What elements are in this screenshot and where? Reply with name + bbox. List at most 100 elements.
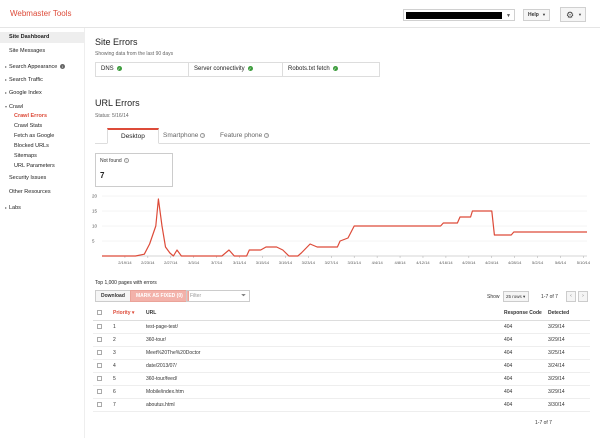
help-icon[interactable]: ? <box>200 132 206 138</box>
response-code-cell: 404 <box>504 346 548 360</box>
triangle-right-icon: ▸ <box>5 64 8 69</box>
y-tick-label: 5 <box>92 239 95 244</box>
table-row[interactable]: 1 test-page-test/404 3/29/14 <box>93 320 590 334</box>
row-checkbox-cell <box>93 398 113 412</box>
detected-header[interactable]: Detected <box>548 307 590 321</box>
sidebar-item-label: Crawl <box>9 104 24 110</box>
detected-cell: 3/24/14 <box>548 359 590 373</box>
not-found-text: Not found <box>100 158 122 164</box>
row-checkbox[interactable] <box>97 323 102 329</box>
row-checkbox-cell <box>93 320 113 334</box>
url-cell[interactable]: Meet%20The%20Doctor <box>146 346 504 360</box>
row-checkbox[interactable] <box>97 401 102 407</box>
url-errors-title: URL Errors <box>95 98 140 108</box>
status-robots-fetch[interactable]: Robots.txt fetch ✓ <box>283 63 379 76</box>
download-button[interactable]: Download <box>95 290 131 302</box>
sidebar-item-label: Other Resources <box>9 189 51 195</box>
x-tick-label: 3/7/14 <box>211 260 223 265</box>
sidebar-item-label: Site Messages <box>9 48 46 54</box>
row-checkbox[interactable] <box>97 362 102 368</box>
sidebar-item-security-issues[interactable]: Security Issues <box>0 174 84 183</box>
response-code-cell: 404 <box>504 359 548 373</box>
url-header[interactable]: URL <box>146 307 504 321</box>
sidebar-item-search-appearance[interactable]: ▸ Search Appearance i <box>0 62 84 71</box>
x-tick-label: 4/16/14 <box>439 260 453 265</box>
tab-label: Smartphone <box>163 132 199 139</box>
status-server-connectivity[interactable]: Server connectivity ✓ <box>189 63 283 76</box>
x-tick-label: 3/31/14 <box>348 260 362 265</box>
mark-as-fixed-button[interactable]: MARK AS FIXED (0) <box>130 290 189 302</box>
sidebar-item-search-traffic[interactable]: ▸ Search Traffic <box>0 75 84 84</box>
settings-button[interactable]: ⚙ ▼ <box>560 7 586 22</box>
status-label: Robots.txt fetch <box>288 66 330 72</box>
table-row[interactable]: 2 360-tour/404 3/29/14 <box>93 333 590 347</box>
tab-label: Desktop <box>121 133 145 140</box>
table-row[interactable]: 4 date/2013/07/404 3/24/14 <box>93 359 590 373</box>
help-button[interactable]: Help ▼ <box>523 9 550 21</box>
sidebar-item-other-resources[interactable]: Other Resources <box>0 188 84 197</box>
x-tick-label: 3/19/14 <box>279 260 293 265</box>
row-checkbox[interactable] <box>97 336 102 342</box>
table-row[interactable]: 5 360-tour/feed/404 3/29/14 <box>93 372 590 386</box>
sidebar-item-sitemaps[interactable]: Sitemaps <box>0 152 84 161</box>
x-tick-label: 4/4/14 <box>372 260 384 265</box>
tab-feature-phone[interactable]: Feature phone? <box>220 128 270 144</box>
check-icon: ✓ <box>116 65 122 71</box>
tab-desktop[interactable]: Desktop <box>107 128 159 144</box>
detected-cell: 3/30/14 <box>548 398 590 412</box>
sidebar-item-label: Security Issues <box>9 175 47 181</box>
priority-cell: 5 <box>113 372 146 386</box>
sidebar-item-crawl-stats[interactable]: Crawl Stats <box>0 122 84 131</box>
priority-cell: 6 <box>113 385 146 399</box>
sidebar-item-label: URL Parameters <box>14 163 55 169</box>
row-checkbox[interactable] <box>97 375 102 381</box>
url-cell[interactable]: 360-tour/feed/ <box>146 372 504 386</box>
table-header-row: Priority ▾ URL Response Code Detected <box>93 307 590 321</box>
prev-page-button[interactable]: ‹ <box>566 291 576 302</box>
x-tick-label: 5/10/14 <box>577 260 590 265</box>
x-tick-label: 4/8/14 <box>394 260 406 265</box>
info-icon[interactable]: i <box>60 64 66 70</box>
table-row[interactable]: 3 Meet%20The%20Doctor 404 3/25/14 <box>93 346 590 360</box>
app-logo[interactable]: Webmaster Tools <box>10 9 72 18</box>
sidebar-item-google-index[interactable]: ▸ Google Index <box>0 88 84 97</box>
not-found-series-line <box>102 198 587 257</box>
sidebar-item-crawl[interactable]: ▾ Crawl <box>0 102 84 111</box>
not-found-card[interactable]: Not found? 7 <box>95 153 173 187</box>
tab-smartphone[interactable]: Smartphone? <box>163 128 206 144</box>
next-page-button[interactable]: › <box>578 291 588 302</box>
help-icon[interactable]: ? <box>264 132 270 138</box>
help-icon[interactable]: ? <box>123 158 129 164</box>
sidebar-item-blocked-urls[interactable]: Blocked URLs <box>0 142 84 151</box>
status-dns[interactable]: DNS ✓ <box>96 63 189 76</box>
response-code-header[interactable]: Response Code <box>504 307 548 321</box>
url-cell[interactable]: test-page-test/ <box>146 320 504 334</box>
chevron-down-icon: ▼ <box>542 12 546 17</box>
url-cell[interactable]: date/2013/07/ <box>146 359 504 373</box>
sidebar-item-site-dashboard[interactable]: Site Dashboard <box>0 32 84 43</box>
filter-input[interactable]: Filter ⏷ <box>186 290 250 302</box>
response-code-cell: 404 <box>504 398 548 412</box>
table-row[interactable]: 7 aboutus.html 404 3/30/14 <box>93 398 590 412</box>
priority-header[interactable]: Priority ▾ <box>113 307 146 321</box>
sidebar-item-label: Search Appearance <box>9 64 58 70</box>
sidebar-item-fetch-as-google[interactable]: Fetch as Google <box>0 132 84 141</box>
row-checkbox[interactable] <box>97 388 102 394</box>
response-code-cell: 404 <box>504 333 548 347</box>
sidebar-item-site-messages[interactable]: Site Messages <box>0 47 84 56</box>
site-selector[interactable]: ▼ <box>403 9 515 21</box>
select-all-checkbox[interactable] <box>97 310 102 316</box>
url-cell[interactable]: 360-tour/ <box>146 333 504 347</box>
sidebar-item-label: Crawl Stats <box>14 123 43 129</box>
sidebar-item-labs[interactable]: ▸ Labs <box>0 203 84 212</box>
rows-per-page-select[interactable]: 25 rows ▾ <box>503 291 529 302</box>
url-cell[interactable]: Mobile/index.htm <box>146 385 504 399</box>
sidebar-item-url-parameters[interactable]: URL Parameters <box>0 162 84 171</box>
url-cell[interactable]: aboutus.html <box>146 398 504 412</box>
row-checkbox[interactable] <box>97 349 102 355</box>
x-tick-label: 2/27/14 <box>164 260 178 265</box>
filter-icon: ⏷ <box>241 293 246 299</box>
table-row[interactable]: 6 Mobile/index.htm 404 3/29/14 <box>93 385 590 399</box>
priority-cell: 2 <box>113 333 146 347</box>
sidebar-item-crawl-errors[interactable]: Crawl Errors <box>0 112 84 121</box>
